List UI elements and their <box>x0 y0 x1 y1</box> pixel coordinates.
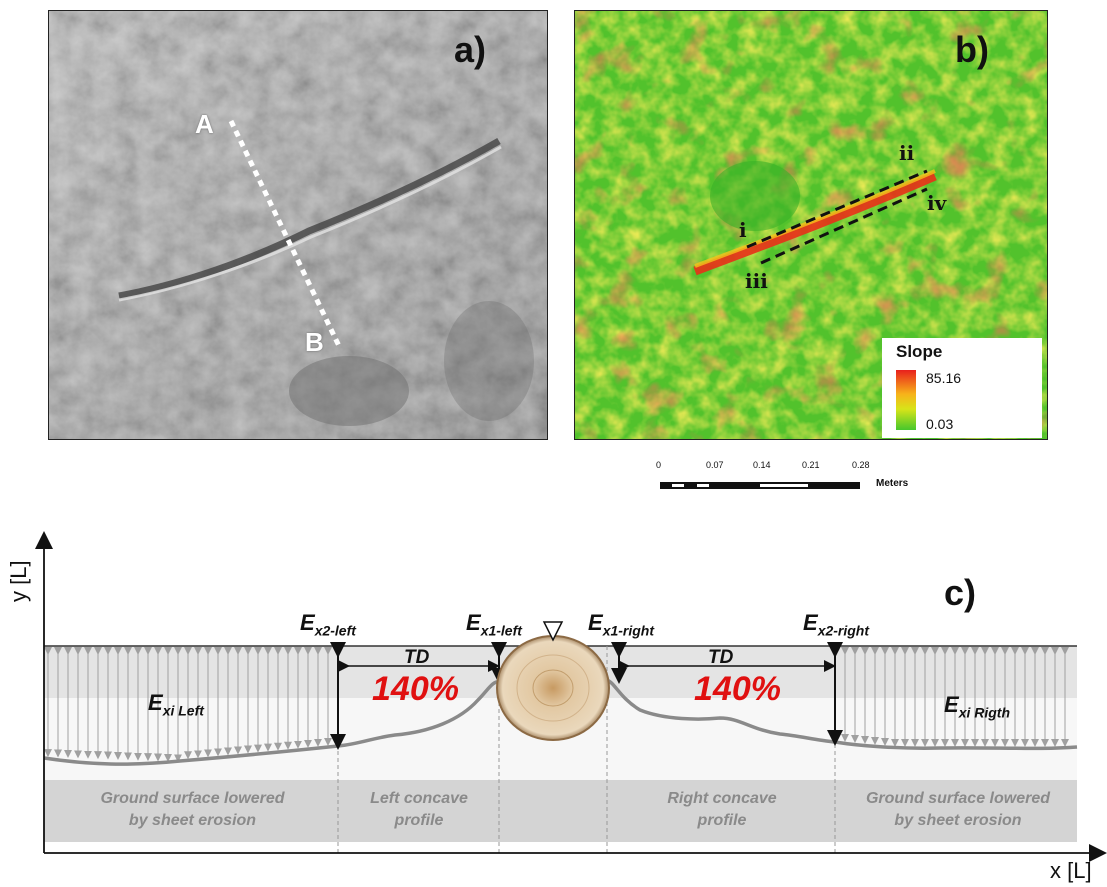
td-left-percent: 140% <box>372 670 459 709</box>
panel-b-label: b) <box>955 29 989 71</box>
mark-iv: iv <box>927 191 946 215</box>
ex1-right-label: Ex1-right <box>588 610 654 638</box>
panel-a-label: a) <box>454 29 486 71</box>
td-right-label: TD <box>708 647 733 669</box>
x-axis-label: x [L] <box>1050 858 1092 884</box>
hillshade-map-panel: a) A B <box>48 10 548 440</box>
scale-unit: Meters <box>876 478 908 489</box>
zone-right-profile: Right concave profile <box>610 788 834 832</box>
scale-tick-4: 0.28 <box>852 460 870 470</box>
point-b-label: B <box>305 327 324 358</box>
scale-tick-1: 0.07 <box>706 460 724 470</box>
point-a-label: A <box>195 109 214 140</box>
legend-color-ramp <box>896 370 916 430</box>
scale-bar: 0 0.07 0.14 0.21 0.28 Meters <box>636 460 966 500</box>
y-axis-label: y [L] <box>6 560 32 602</box>
legend-min: 0.03 <box>926 416 953 432</box>
scale-bar-graphic <box>660 480 890 492</box>
ex2-left-label: Ex2-left <box>300 610 356 638</box>
scale-tick-2: 0.14 <box>753 460 771 470</box>
zone-ground-left: Ground surface lowered by sheet erosion <box>50 788 335 832</box>
ex2-right-label: Ex2-right <box>803 610 869 638</box>
td-left-label: TD <box>404 647 429 669</box>
scale-tick-3: 0.21 <box>802 460 820 470</box>
scale-tick-0: 0 <box>656 460 661 470</box>
erosion-profile-diagram: y [L] x [L] c) Ex2-left Ex1-left Ex1-rig… <box>0 520 1107 887</box>
exi-right-label: Exi Rigth <box>944 692 1010 720</box>
hillshade-image <box>49 11 547 439</box>
td-right-percent: 140% <box>694 670 781 709</box>
mark-i: i <box>739 218 747 242</box>
panel-c-label: c) <box>944 572 976 614</box>
zone-left-profile: Left concave profile <box>340 788 498 832</box>
legend-title: Slope <box>896 342 942 362</box>
slope-legend: Slope 85.16 0.03 <box>882 338 1042 438</box>
zone-ground-right: Ground surface lowered by sheet erosion <box>838 788 1078 832</box>
ex1-left-label: Ex1-left <box>466 610 522 638</box>
root-cross-section <box>497 636 609 740</box>
mark-ii: ii <box>899 141 914 165</box>
exi-left-label: Exi Left <box>148 690 204 718</box>
mark-iii: iii <box>745 269 768 293</box>
legend-max: 85.16 <box>926 370 961 386</box>
